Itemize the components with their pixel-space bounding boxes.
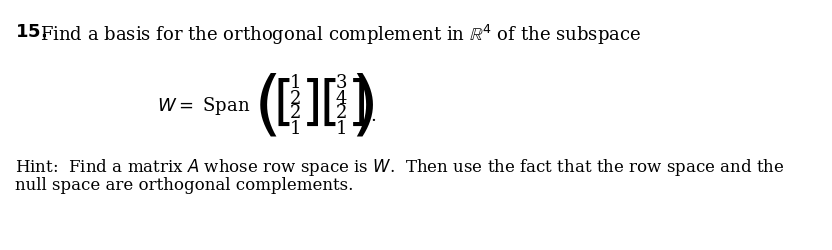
Text: Hint:  Find a matrix $A$ whose row space is $W$.  Then use the fact that the row: Hint: Find a matrix $A$ whose row space …: [15, 156, 785, 177]
Text: 1: 1: [290, 74, 301, 92]
Text: Find a basis for the orthogonal complement in $\mathbb{R}^4$ of the subspace: Find a basis for the orthogonal compleme…: [40, 23, 641, 47]
Text: 2: 2: [290, 89, 301, 107]
Text: $[$: $[$: [273, 78, 290, 129]
Text: 1: 1: [336, 119, 348, 137]
Text: $($: $($: [253, 70, 277, 141]
Text: 4: 4: [336, 89, 347, 107]
Text: 3: 3: [336, 74, 348, 92]
Text: $[$: $[$: [319, 78, 336, 129]
Text: ,: ,: [311, 106, 317, 124]
Text: $W = $ Span: $W = $ Span: [156, 94, 250, 116]
Text: $\mathbf{15.}$: $\mathbf{15.}$: [15, 23, 47, 41]
Text: $)$: $)$: [350, 70, 374, 141]
Text: 2: 2: [336, 104, 347, 122]
Text: 1: 1: [290, 119, 301, 137]
Text: .: .: [370, 106, 376, 124]
Text: $]$: $]$: [301, 78, 319, 129]
Text: null space are orthogonal complements.: null space are orthogonal complements.: [15, 176, 354, 193]
Text: 2: 2: [290, 104, 301, 122]
Text: $]$: $]$: [347, 78, 364, 129]
